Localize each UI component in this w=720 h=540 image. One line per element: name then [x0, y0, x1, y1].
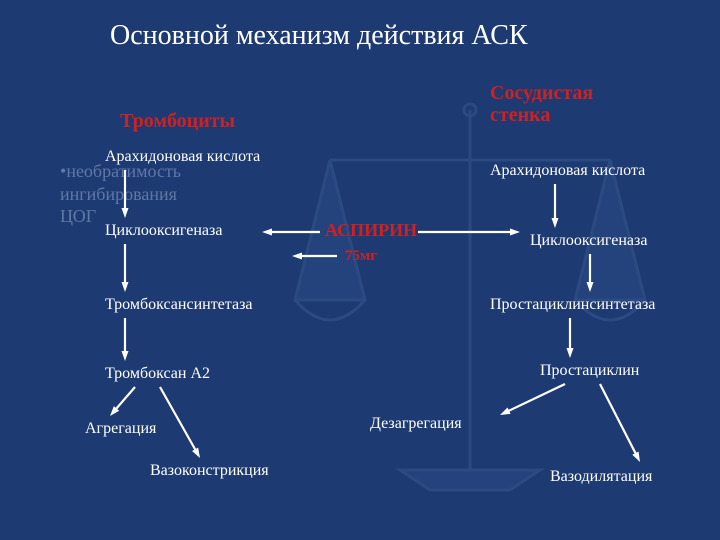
- left-node-4: Тромбоксан А2: [105, 365, 210, 383]
- background-layer: [0, 0, 720, 540]
- right-header: Сосудистая стенка: [490, 82, 593, 126]
- faded-line-2: ингибирования: [60, 183, 181, 206]
- right-node-5: Дезагрегация: [370, 415, 462, 433]
- right-node-6: Вазодилятация: [550, 468, 652, 486]
- bg-rect: [0, 0, 720, 540]
- left-node-1: Арахидоновая кислота: [105, 148, 260, 166]
- left-node-2: Циклооксигеназа: [105, 222, 222, 240]
- diagram-stage: Основной механизм действия АСК •необрати…: [0, 0, 720, 540]
- right-node-1: Арахидоновая кислота: [490, 162, 645, 180]
- right-node-3: Простациклинсинтетаза: [490, 296, 655, 314]
- left-node-3: Тромбоксансинтетаза: [105, 296, 253, 314]
- diagram-title: Основной механизм действия АСК: [110, 20, 528, 52]
- left-header: Тромбоциты: [120, 110, 235, 133]
- left-node-6: Вазоконстрикция: [150, 462, 269, 480]
- right-node-2: Циклооксигеназа: [530, 232, 647, 250]
- right-node-4: Простациклин: [540, 362, 639, 380]
- aspirin-label: АСПИРИН: [325, 220, 417, 241]
- left-node-5: Агрегация: [85, 420, 156, 438]
- aspirin-dose-label: 75мг: [345, 248, 377, 265]
- faded-bullet-text: •необратимость ингибирования ЦОГ: [60, 160, 181, 228]
- arrows-layer: [0, 0, 720, 540]
